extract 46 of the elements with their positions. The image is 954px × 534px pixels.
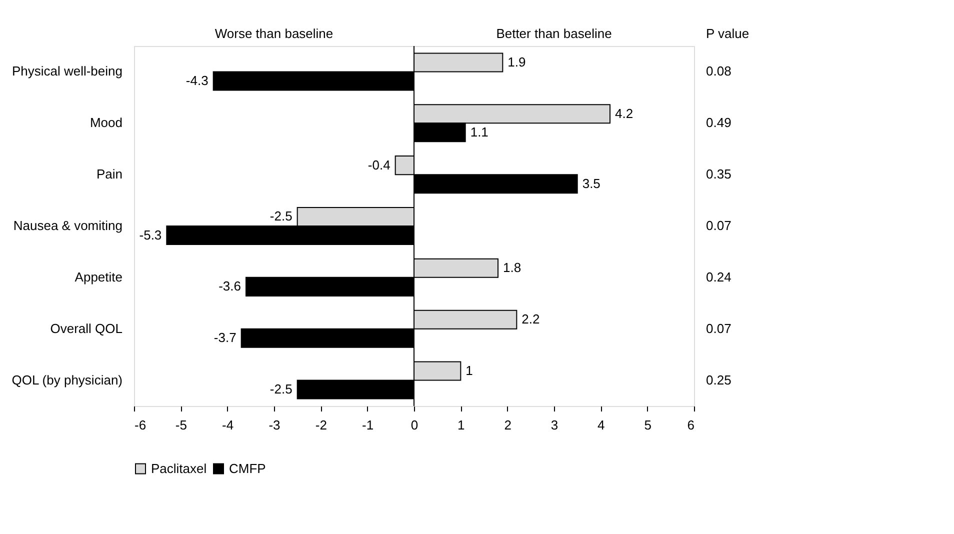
text: P value bbox=[706, 26, 750, 41]
y-tick-label: Appetite bbox=[74, 269, 122, 284]
legend-label: CMFP bbox=[229, 460, 266, 476]
y-tick-label: QOL (by physician) bbox=[12, 372, 122, 388]
text: 0.07 bbox=[706, 218, 732, 233]
legend-label: Paclitaxel bbox=[151, 460, 207, 476]
x-tick-label: -6 bbox=[134, 418, 146, 432]
data-label: 1.1 bbox=[470, 124, 488, 140]
text: 0.49 bbox=[706, 115, 732, 130]
text: 0.24 bbox=[706, 269, 732, 284]
data-label: -3.6 bbox=[218, 278, 241, 294]
x-tick-label: 6 bbox=[687, 418, 694, 432]
x-tick-label: -3 bbox=[268, 418, 280, 432]
data-label: 1.8 bbox=[503, 260, 522, 276]
data-label: -5.3 bbox=[139, 227, 162, 242]
data-label: -2.5 bbox=[270, 382, 292, 397]
data-label: -3.7 bbox=[214, 330, 236, 346]
data-label: -2.5 bbox=[270, 208, 292, 224]
data-label: 4.2 bbox=[615, 106, 634, 121]
x-tick-label: 5 bbox=[644, 418, 652, 432]
data-label: 2.2 bbox=[522, 312, 540, 327]
data-label: 3.5 bbox=[582, 176, 600, 191]
data-label: -0.4 bbox=[368, 157, 390, 172]
y-tick-label: Overall QOL bbox=[50, 320, 122, 336]
y-tick-label: Pain bbox=[96, 166, 122, 182]
x-tick-label: 3 bbox=[550, 418, 558, 432]
x-tick-label: -1 bbox=[362, 418, 374, 432]
x-tick-label: 4 bbox=[598, 418, 605, 432]
data-label: 1.9 bbox=[508, 54, 526, 70]
y-tick-label: Physical well-being bbox=[12, 64, 122, 79]
x-tick-label: 2 bbox=[504, 418, 512, 432]
text: 0.08 bbox=[706, 64, 732, 79]
text: Worse than baseline bbox=[214, 26, 334, 41]
x-tick-label: 0 bbox=[410, 418, 418, 432]
x-tick-label: -2 bbox=[315, 418, 327, 432]
text: 0.07 bbox=[706, 320, 732, 336]
data-label: 1 bbox=[466, 363, 473, 378]
x-tick-label: -4 bbox=[222, 418, 234, 432]
text: 0.25 bbox=[706, 372, 732, 388]
data-label: -4.3 bbox=[186, 72, 208, 88]
x-tick-label: 1 bbox=[458, 418, 465, 432]
text: Better than baseline bbox=[496, 26, 612, 41]
y-tick-label: Mood bbox=[90, 115, 122, 130]
x-tick-label: -5 bbox=[175, 418, 187, 432]
y-tick-label: Nausea & vomiting bbox=[13, 218, 122, 233]
text: 0.35 bbox=[706, 166, 732, 182]
